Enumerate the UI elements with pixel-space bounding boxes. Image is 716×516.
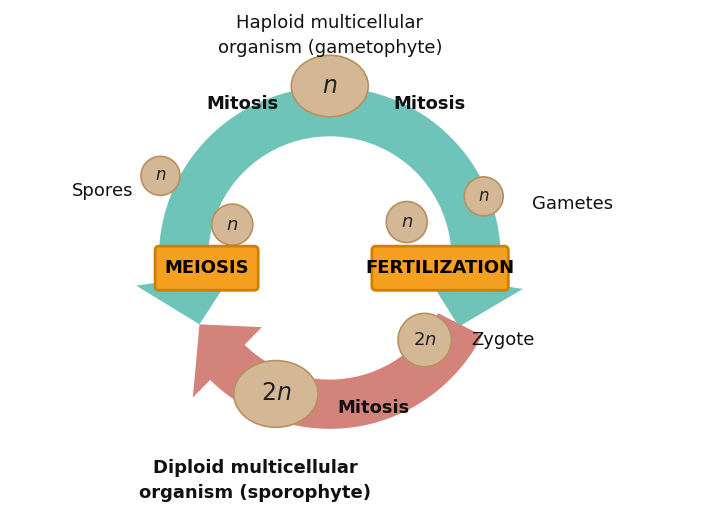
Text: $2\it{n}$: $2\it{n}$ — [413, 331, 437, 349]
Ellipse shape — [141, 156, 180, 196]
Polygon shape — [136, 87, 523, 327]
Text: MEIOSIS: MEIOSIS — [164, 259, 249, 277]
Text: $\it{n}$: $\it{n}$ — [226, 216, 238, 234]
Text: Diploid multicellular
organism (sporophyte): Diploid multicellular organism (sporophy… — [140, 459, 372, 502]
Ellipse shape — [234, 361, 318, 427]
Text: $\it{n}$: $\it{n}$ — [322, 74, 337, 98]
Text: FERTILIZATION: FERTILIZATION — [366, 259, 515, 277]
FancyBboxPatch shape — [372, 246, 508, 291]
Text: $\it{n}$: $\it{n}$ — [155, 167, 166, 184]
Ellipse shape — [398, 313, 451, 367]
Text: Mitosis: Mitosis — [394, 95, 466, 113]
Ellipse shape — [212, 204, 253, 245]
Text: Spores: Spores — [72, 182, 133, 200]
Text: $\it{n}$: $\it{n}$ — [401, 213, 413, 231]
Text: Mitosis: Mitosis — [337, 399, 410, 417]
Text: Gametes: Gametes — [533, 195, 614, 213]
Ellipse shape — [386, 202, 427, 243]
Text: $2\it{n}$: $2\it{n}$ — [261, 382, 291, 406]
Polygon shape — [193, 313, 482, 429]
Text: Haploid multicellular
organism (gametophyte): Haploid multicellular organism (gametoph… — [218, 14, 442, 57]
Ellipse shape — [291, 55, 368, 117]
Text: $\it{n}$: $\it{n}$ — [478, 188, 490, 205]
Text: Zygote: Zygote — [471, 331, 534, 349]
Ellipse shape — [464, 177, 503, 216]
FancyBboxPatch shape — [155, 246, 258, 291]
Text: Mitosis: Mitosis — [206, 95, 279, 113]
